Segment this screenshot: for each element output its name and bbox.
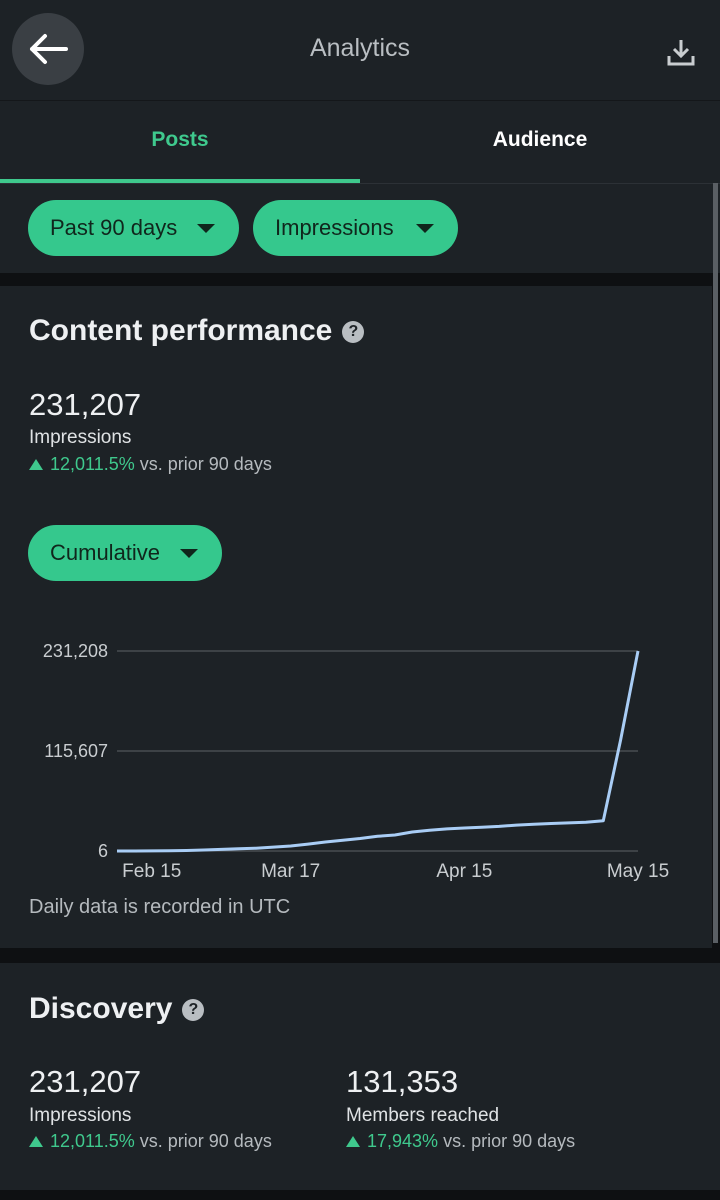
tab-indicator (0, 179, 360, 183)
change-row: 12,011.5% vs. prior 90 days (29, 454, 272, 475)
change-row: 17,943% vs. prior 90 days (346, 1131, 575, 1152)
note: Daily data is recorded in UTC (29, 896, 291, 918)
title-text: Content performance (29, 314, 333, 347)
back-button[interactable] (12, 13, 84, 85)
up-icon (346, 1136, 360, 1147)
change: 17,943% (367, 1131, 439, 1151)
tab[interactable]: Audience (492, 128, 588, 151)
tab-bar (0, 100, 720, 184)
x-tick-label: Mar 17 (261, 861, 320, 882)
x-tick-label: May 15 (607, 861, 669, 882)
scrollbar (713, 183, 718, 943)
title-text: Discovery (29, 992, 173, 1025)
section-title: Content performance? (29, 314, 365, 348)
x-tick-label: Feb 15 (122, 861, 181, 882)
stat-label: Members reached (346, 1105, 500, 1126)
discovery-card (0, 963, 720, 1190)
change-note: vs. prior 90 days (139, 454, 272, 474)
metric-label: Impressions (29, 427, 132, 448)
download-button[interactable] (664, 36, 698, 70)
change-note: vs. prior 90 days (443, 1131, 576, 1151)
section-title: Discovery? (29, 992, 205, 1026)
chart: 231,208 115,607 6 Feb 15 Mar 17 Apr 15 May 15 (43, 641, 669, 882)
stat-value: 231,207 (29, 1064, 142, 1099)
change-note: vs. prior 90 days (139, 1131, 272, 1151)
stat-label: Impressions (29, 1105, 132, 1126)
change: 12,011.5% (50, 454, 135, 474)
app-bar (0, 0, 720, 100)
tab[interactable]: Posts (151, 128, 209, 151)
page-title: Analytics (309, 34, 411, 62)
y-tick-label: 231,208 (43, 641, 108, 661)
y-tick-label: 6 (98, 841, 108, 861)
filter-pill[interactable]: Impressions (253, 200, 458, 256)
total: 231,207 (29, 387, 142, 422)
stat-value: 131,353 (346, 1064, 459, 1099)
y-tick-label: 115,607 (44, 741, 108, 761)
change-row: 12,011.5% vs. prior 90 days (29, 1131, 272, 1152)
back-icon (30, 34, 68, 64)
help-icon[interactable]: ? (342, 321, 365, 343)
x-tick-label: Apr 15 (436, 861, 492, 882)
mode-pill[interactable]: Cumulative (28, 525, 222, 581)
change: 12,011.5% (50, 1131, 135, 1151)
help-icon[interactable]: ? (182, 999, 205, 1021)
up-icon (29, 459, 43, 470)
up-icon (29, 1136, 43, 1147)
line (117, 650, 640, 853)
filter-pill[interactable]: Past 90 days (28, 200, 239, 256)
